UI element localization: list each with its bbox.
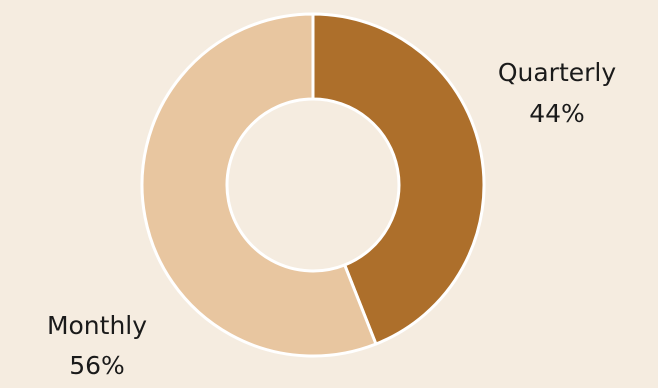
quarterly-label: Quarterly	[498, 58, 617, 87]
slice-monthly	[140, 12, 378, 358]
monthly-label: Monthly	[47, 311, 147, 340]
monthly-percent-label: 56%	[69, 351, 125, 380]
slice-labels: Quarterly 44% Monthly 56%	[47, 58, 616, 380]
donut-slices	[140, 12, 486, 358]
quarterly-percent-label: 44%	[529, 99, 585, 128]
slice-quarterly	[311, 12, 486, 346]
